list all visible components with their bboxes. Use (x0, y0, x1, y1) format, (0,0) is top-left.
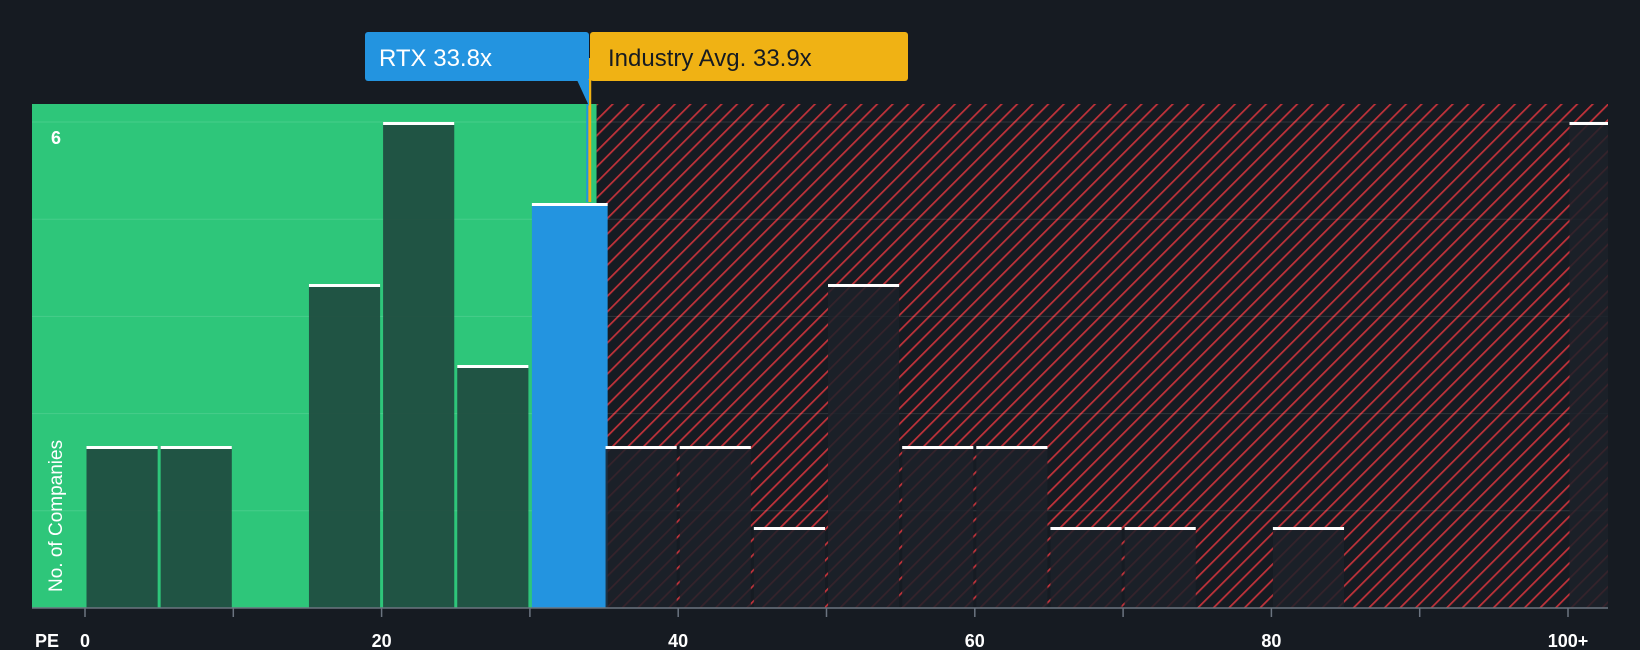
subject-callout-box (365, 32, 589, 81)
y-tick-label: 6 (51, 128, 61, 148)
x-tick-label: 0 (80, 631, 90, 650)
x-axis-ticks: 0 20 40 60 80 100+ (80, 608, 1588, 650)
bar (1124, 527, 1196, 608)
bar (605, 446, 677, 608)
x-tick-label: 40 (668, 631, 688, 650)
bar (828, 284, 900, 608)
bar (753, 527, 825, 608)
bar (679, 446, 751, 608)
bars (86, 122, 1608, 608)
y-axis-ticks: 6 (51, 128, 61, 148)
bar (457, 365, 529, 608)
bar (1569, 122, 1608, 608)
subject-callout-label: RTX 33.8x (379, 45, 492, 72)
subject-callout-pointer (577, 80, 589, 106)
bar (976, 446, 1048, 608)
x-axis-title: PE (35, 631, 59, 650)
subject-callout: RTX 33.8x (365, 32, 589, 106)
x-tick-label: 20 (372, 631, 392, 650)
gridlines (32, 121, 1608, 512)
x-tick-label: 100+ (1548, 631, 1589, 650)
bar-subject (531, 203, 608, 608)
bar (86, 446, 158, 608)
bar (383, 122, 455, 608)
x-tick-label: 80 (1261, 631, 1281, 650)
bar (308, 284, 381, 608)
bar (160, 446, 232, 608)
industry-callout-box (590, 32, 908, 81)
industry-callout: Industry Avg. 33.9x (590, 32, 908, 81)
industry-callout-label: Industry Avg. 33.9x (608, 45, 812, 72)
x-tick-label: 60 (965, 631, 985, 650)
bar (902, 446, 974, 608)
y-axis-title: No. of Companies (46, 440, 67, 592)
bar (1272, 527, 1345, 608)
above-industry-zone (596, 104, 1608, 608)
bar (1050, 527, 1122, 608)
